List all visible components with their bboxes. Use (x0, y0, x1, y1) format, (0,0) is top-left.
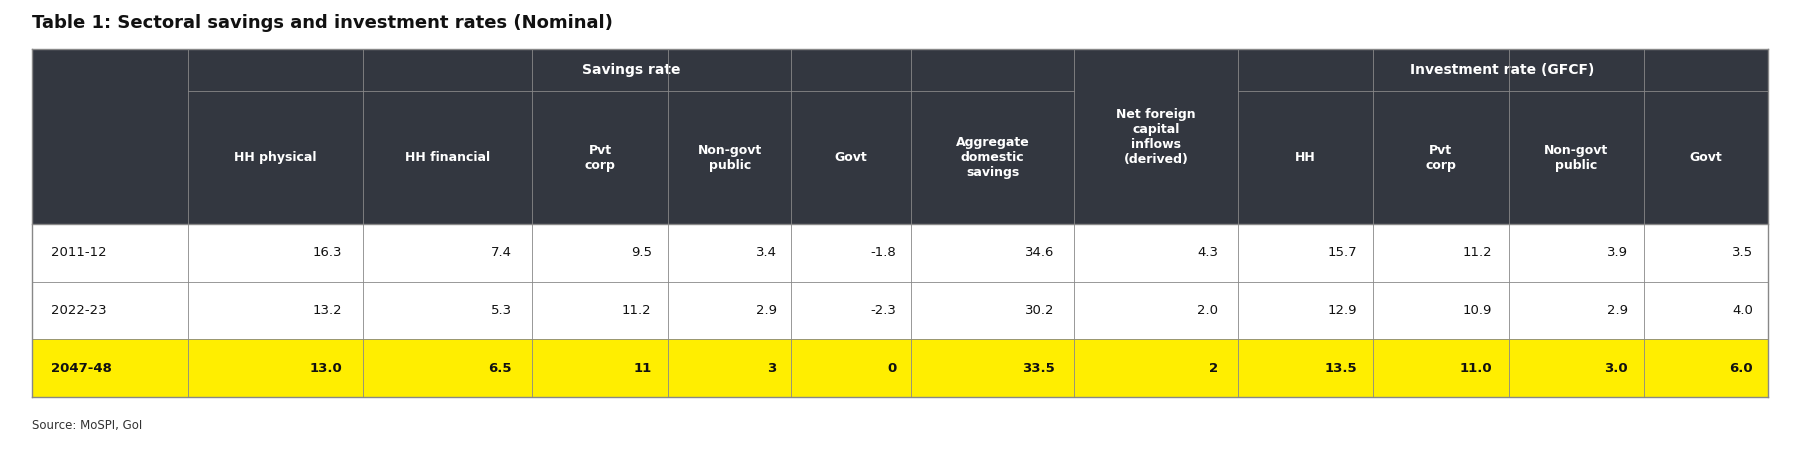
Bar (1238, 91, 1373, 224)
Text: 7.4: 7.4 (491, 246, 513, 259)
Bar (32, 224, 1768, 282)
Bar (1075, 49, 1238, 224)
Text: 13.2: 13.2 (313, 304, 342, 317)
Text: 11: 11 (634, 362, 652, 375)
Text: 11.0: 11.0 (1460, 362, 1492, 375)
Text: Govt: Govt (1690, 151, 1723, 164)
Text: 34.6: 34.6 (1026, 246, 1055, 259)
Text: 6.5: 6.5 (488, 362, 513, 375)
Text: Govt: Govt (835, 151, 868, 164)
Bar (32, 91, 187, 224)
Text: HH physical: HH physical (234, 151, 317, 164)
Bar (187, 91, 364, 224)
Text: 3.4: 3.4 (756, 246, 776, 259)
Text: Net foreign
capital
inflows
(derived): Net foreign capital inflows (derived) (1116, 108, 1195, 166)
Text: 3.0: 3.0 (1604, 362, 1627, 375)
Text: 10.9: 10.9 (1463, 304, 1492, 317)
Text: 33.5: 33.5 (1022, 362, 1055, 375)
Text: 13.5: 13.5 (1325, 362, 1357, 375)
Bar (668, 91, 792, 224)
Bar (911, 91, 1075, 224)
Bar (32, 49, 187, 91)
Text: Pvt
corp: Pvt corp (1426, 144, 1456, 172)
Bar (533, 91, 668, 224)
Text: 2: 2 (1210, 362, 1219, 375)
Bar (32, 282, 1768, 339)
Text: 0: 0 (887, 362, 896, 375)
Text: 4.0: 4.0 (1732, 304, 1753, 317)
Text: 9.5: 9.5 (630, 246, 652, 259)
Text: 3: 3 (767, 362, 776, 375)
Text: 2022-23: 2022-23 (50, 304, 106, 317)
Bar (792, 91, 911, 224)
Text: 13.0: 13.0 (310, 362, 342, 375)
Bar (32, 339, 1768, 397)
Text: Non-govt
public: Non-govt public (698, 144, 761, 172)
Text: Non-govt
public: Non-govt public (1544, 144, 1609, 172)
Text: Savings rate: Savings rate (581, 63, 680, 78)
Bar (187, 49, 1075, 91)
Text: 12.9: 12.9 (1327, 304, 1357, 317)
Text: -2.3: -2.3 (871, 304, 896, 317)
Text: Source: MoSPI, GoI: Source: MoSPI, GoI (32, 419, 142, 432)
Text: 15.7: 15.7 (1327, 246, 1357, 259)
Text: 11.2: 11.2 (623, 304, 652, 317)
Bar (1238, 49, 1768, 91)
Text: 3.5: 3.5 (1732, 246, 1753, 259)
Text: 5.3: 5.3 (491, 304, 513, 317)
Bar (1508, 91, 1643, 224)
Text: Investment rate (GFCF): Investment rate (GFCF) (1411, 63, 1595, 78)
Text: 2.0: 2.0 (1197, 304, 1219, 317)
Text: 16.3: 16.3 (313, 246, 342, 259)
Text: 3.9: 3.9 (1607, 246, 1627, 259)
Bar (1643, 91, 1768, 224)
Text: HH financial: HH financial (405, 151, 490, 164)
Text: 2047-48: 2047-48 (50, 362, 112, 375)
Text: 30.2: 30.2 (1026, 304, 1055, 317)
Text: 4.3: 4.3 (1197, 246, 1219, 259)
Text: Pvt
corp: Pvt corp (585, 144, 616, 172)
Bar (364, 91, 533, 224)
Text: -1.8: -1.8 (871, 246, 896, 259)
Text: 6.0: 6.0 (1730, 362, 1753, 375)
Text: 2.9: 2.9 (756, 304, 776, 317)
Text: Table 1: Sectoral savings and investment rates (Nominal): Table 1: Sectoral savings and investment… (32, 14, 614, 32)
Text: 11.2: 11.2 (1463, 246, 1492, 259)
Bar (1373, 91, 1508, 224)
Text: HH: HH (1294, 151, 1316, 164)
Bar (1075, 49, 1238, 91)
Text: 2011-12: 2011-12 (50, 246, 106, 259)
Text: Aggregate
domestic
savings: Aggregate domestic savings (956, 136, 1030, 179)
Text: 2.9: 2.9 (1607, 304, 1627, 317)
